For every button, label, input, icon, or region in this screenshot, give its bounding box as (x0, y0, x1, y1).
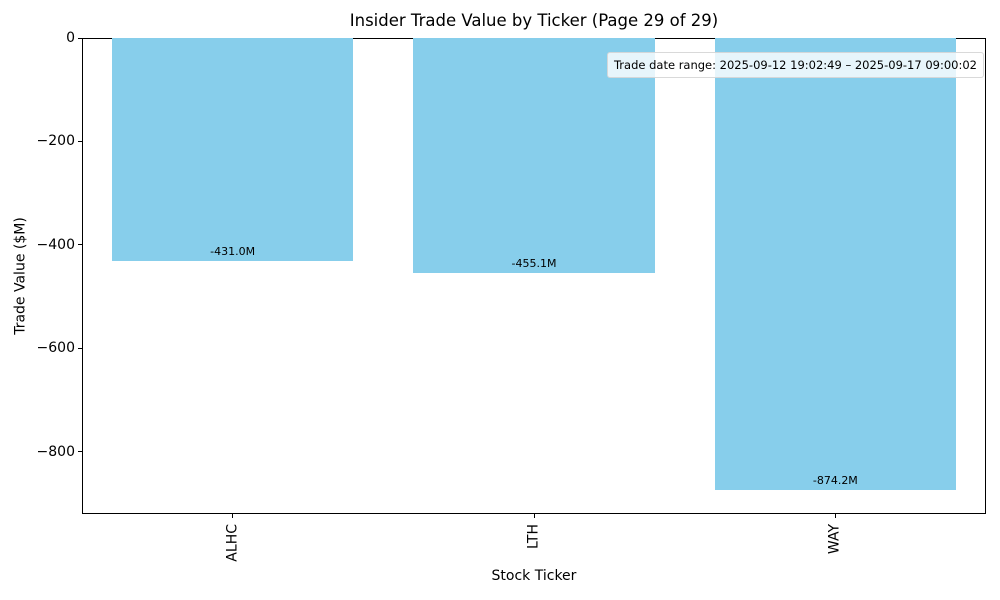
y-tick-mark (78, 140, 82, 142)
bar-value-label: -874.2M (812, 474, 858, 488)
x-tick-label: WAY (826, 524, 843, 555)
x-tick-mark (533, 514, 535, 518)
y-tick-label: −800 (36, 443, 75, 460)
y-tick-label: −200 (36, 133, 75, 150)
y-tick-label: −400 (36, 236, 75, 253)
chart-title: Insider Trade Value by Ticker (Page 29 o… (349, 11, 719, 30)
legend-text: Trade date range: 2025-09-12 19:02:49 – … (613, 58, 977, 72)
y-axis-label: Trade Value ($M) (12, 217, 29, 335)
y-tick-mark (78, 451, 82, 453)
x-tick-mark (834, 514, 836, 518)
y-tick-mark (78, 347, 82, 349)
x-tick-label: ALHC (224, 524, 241, 562)
y-tick-mark (78, 37, 82, 39)
bar (714, 38, 956, 491)
bar-value-label: -455.1M (511, 257, 557, 271)
y-tick-mark (78, 244, 82, 246)
bar-value-label: -431.0M (210, 244, 256, 258)
x-axis-label: Stock Ticker (491, 568, 577, 584)
x-tick-label: LTH (525, 524, 542, 549)
y-tick-label: 0 (66, 30, 75, 46)
x-tick-mark (232, 514, 234, 518)
bar (112, 38, 354, 261)
legend: Trade date range: 2025-09-12 19:02:49 – … (606, 52, 984, 78)
y-tick-label: −600 (36, 340, 75, 357)
